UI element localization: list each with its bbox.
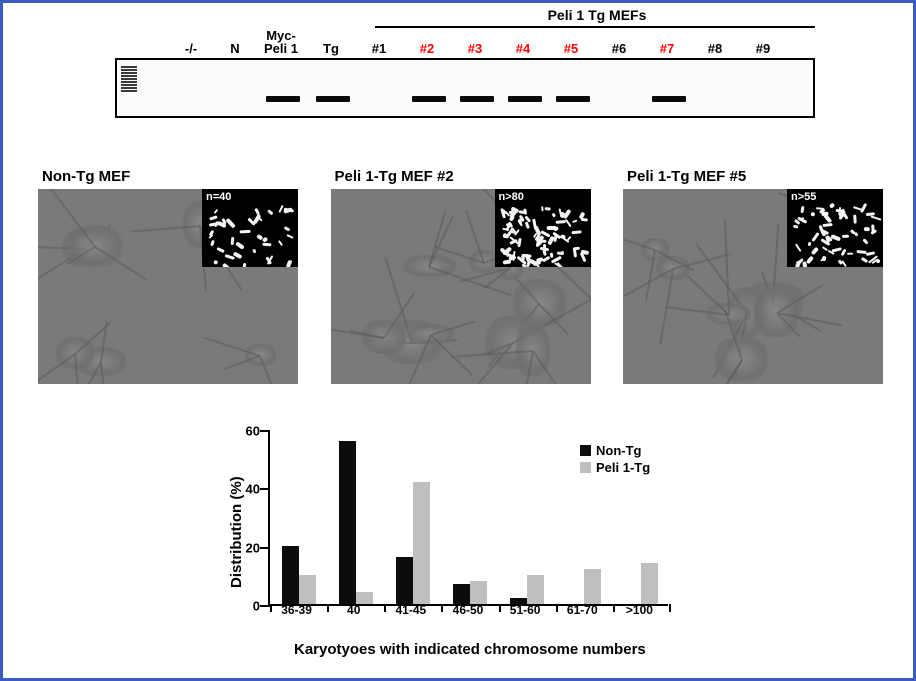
gel-lane-labels: Peli 1 Tg MEFs -/-NMyc-Peli 1Tg#1#2#3#4#… xyxy=(115,13,815,58)
xcat-label: 51-60 xyxy=(501,603,549,617)
gel-band xyxy=(460,96,494,102)
xcat-label: 41-45 xyxy=(387,603,435,617)
gel-image xyxy=(115,58,815,118)
gel-band xyxy=(316,96,350,102)
gel-lane-label: Tg xyxy=(311,41,351,56)
legend-swatch xyxy=(580,445,591,456)
micrograph: Peli 1-Tg MEF #2 n>80 xyxy=(331,168,591,384)
barchart-xlabel: Karyotyoes with indicated chromosome num… xyxy=(294,641,646,658)
karyotype-inset: n>55 xyxy=(787,189,883,267)
micrograph-title: Peli 1-Tg MEF #2 xyxy=(331,168,591,185)
legend-item: Peli 1-Tg xyxy=(580,460,650,475)
bar xyxy=(282,546,299,604)
bar xyxy=(453,584,470,604)
gel-group-label: Peli 1 Tg MEFs xyxy=(377,7,817,23)
gel-lane-label: #2 xyxy=(407,41,447,56)
gel-group-line xyxy=(375,26,815,28)
bar xyxy=(470,581,487,604)
bar xyxy=(339,441,356,604)
gel-lane-label: #7 xyxy=(647,41,687,56)
gel-band xyxy=(652,96,686,102)
bar xyxy=(584,569,601,604)
karyotype-count: n>80 xyxy=(499,191,524,203)
xcat-label: 36-39 xyxy=(273,603,321,617)
legend-label: Non-Tg xyxy=(596,443,641,458)
gel-band xyxy=(508,96,542,102)
bar xyxy=(641,563,658,604)
micrograph-image: n>55 xyxy=(623,189,883,384)
gel-band xyxy=(412,96,446,102)
bar xyxy=(527,575,544,604)
xcat-label: 46-50 xyxy=(444,603,492,617)
ytick-label: 40 xyxy=(236,482,260,497)
karyotype-count: n>55 xyxy=(791,191,816,203)
gel-lane-label: -/- xyxy=(171,41,211,56)
karyotype-inset: n>80 xyxy=(495,189,591,267)
legend-swatch xyxy=(580,462,591,473)
gel-band xyxy=(556,96,590,102)
bar xyxy=(413,482,430,605)
gel-panel: Peli 1 Tg MEFs -/-NMyc-Peli 1Tg#1#2#3#4#… xyxy=(115,13,815,118)
micrograph-image: n=40 xyxy=(38,189,298,384)
xcat-label: 61-70 xyxy=(558,603,606,617)
gel-lane-label: #8 xyxy=(695,41,735,56)
micrograph-title: Non-Tg MEF xyxy=(38,168,298,185)
gel-lane-label: #5 xyxy=(551,41,591,56)
gel-lane-label: #1 xyxy=(359,41,399,56)
karyotype-inset: n=40 xyxy=(202,189,298,267)
barchart-area: Non-TgPeli 1-Tg 0204060 xyxy=(268,431,668,606)
gel-lane-label: #3 xyxy=(455,41,495,56)
barchart-legend: Non-Tg Peli 1-Tg xyxy=(580,443,650,477)
ytick-label: 20 xyxy=(236,540,260,555)
ytick-label: 60 xyxy=(236,424,260,439)
karyotype-count: n=40 xyxy=(206,191,231,203)
xcat-label: >100 xyxy=(615,603,663,617)
gel-lane-label: #9 xyxy=(743,41,783,56)
micrograph-image: n>80 xyxy=(331,189,591,384)
xcat-label: 40 xyxy=(330,603,378,617)
barchart-panel: Distribution (%) Non-TgPeli 1-Tg 0204060… xyxy=(218,423,708,668)
micrograph: Peli 1-Tg MEF #5 n>55 xyxy=(623,168,883,384)
gel-band xyxy=(266,96,300,102)
legend-item: Non-Tg xyxy=(580,443,650,458)
micrograph-title: Peli 1-Tg MEF #5 xyxy=(623,168,883,185)
gel-lane-label: Myc-Peli 1 xyxy=(261,29,301,56)
gel-ladder xyxy=(121,66,137,93)
micrograph: Non-Tg MEF n=40 xyxy=(38,168,298,384)
bar xyxy=(299,575,316,604)
gel-lane-label: #6 xyxy=(599,41,639,56)
legend-label: Peli 1-Tg xyxy=(596,460,650,475)
gel-lane-label: N xyxy=(215,41,255,56)
bar xyxy=(396,557,413,604)
gel-lane-label: #4 xyxy=(503,41,543,56)
ytick-label: 0 xyxy=(236,599,260,614)
micrograph-row: Non-Tg MEFn=40Peli 1-Tg MEF #2n>80Peli 1… xyxy=(38,168,883,384)
